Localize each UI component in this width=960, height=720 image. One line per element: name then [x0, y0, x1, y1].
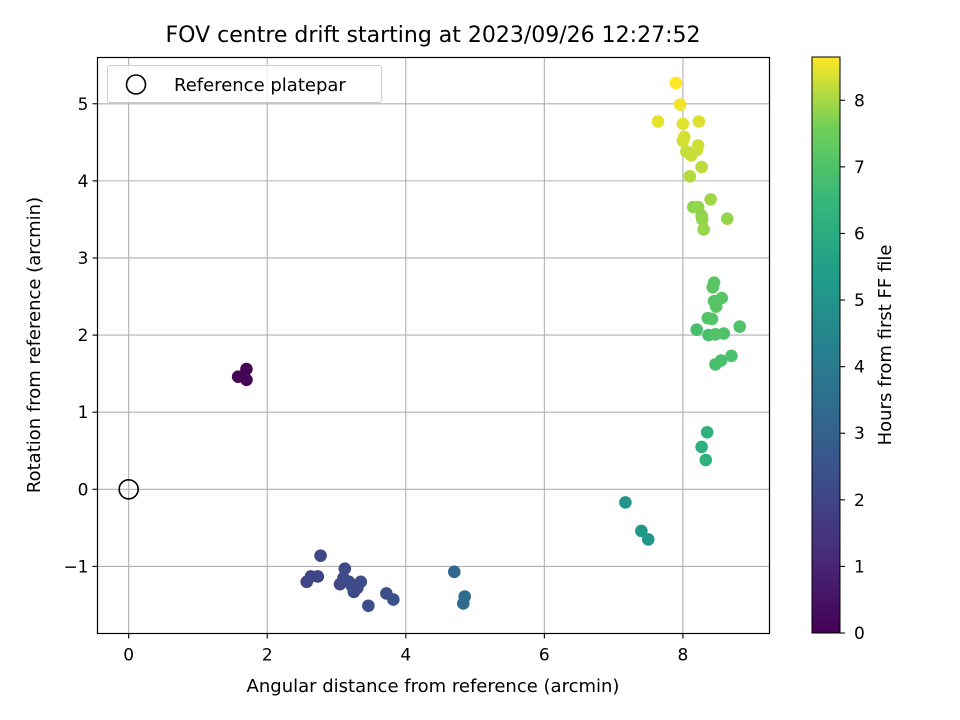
data-point — [692, 115, 706, 128]
x-axis-ticks: 0 2 4 6 8 — [123, 633, 688, 666]
colorbar-tick-label: 1 — [854, 557, 865, 577]
legend-label-reference: Reference platepar — [174, 75, 346, 96]
data-point — [725, 349, 738, 363]
data-point — [311, 570, 325, 583]
plot-frame — [96, 56, 771, 635]
data-point — [619, 496, 632, 509]
colorbar — [811, 56, 841, 634]
colorbar-tick-label: 3 — [854, 424, 865, 444]
data-point — [720, 212, 734, 225]
data-point — [733, 320, 747, 333]
data-point — [635, 524, 648, 538]
data-point — [669, 76, 683, 90]
data-point — [458, 590, 471, 603]
y-tick-label: 0 — [78, 480, 89, 500]
data-point — [677, 130, 691, 144]
colorbar-tick-label: 5 — [854, 291, 865, 311]
data-point — [707, 276, 721, 289]
colorbar-ticks: 0 1 2 3 4 5 6 7 8 — [840, 91, 865, 644]
data-point — [362, 599, 375, 613]
x-axis-label: Angular distance from reference (arcmin) — [247, 676, 620, 697]
data-points — [231, 76, 747, 613]
chart-title: FOV centre drift starting at 2023/09/26 … — [166, 23, 701, 48]
data-point — [695, 160, 708, 174]
colorbar-tick-label: 4 — [854, 358, 865, 378]
data-point — [705, 312, 719, 326]
data-point — [314, 549, 327, 562]
data-point — [700, 425, 714, 439]
colorbar-tick-label: 7 — [854, 158, 865, 178]
data-point — [691, 139, 705, 152]
y-tick-label: 1 — [78, 403, 89, 423]
data-point — [651, 115, 665, 128]
data-point — [690, 323, 704, 336]
data-point — [699, 453, 713, 467]
y-tick-label: 2 — [78, 326, 89, 346]
data-point — [240, 362, 253, 376]
data-point — [338, 562, 352, 576]
data-point — [676, 117, 690, 131]
y-tick-label: 4 — [78, 172, 89, 192]
grid-lines — [97, 57, 770, 634]
x-tick-label: 6 — [539, 646, 550, 666]
data-point — [704, 193, 717, 206]
data-point — [696, 213, 709, 226]
y-tick-label: 3 — [78, 249, 89, 269]
colorbar-tick-label: 8 — [854, 91, 865, 111]
data-point — [715, 291, 728, 305]
data-point — [714, 354, 728, 367]
legend-marker-reference — [125, 74, 147, 95]
data-point — [683, 169, 697, 183]
x-tick-label: 0 — [123, 646, 134, 666]
data-point — [447, 565, 461, 579]
y-tick-label: 5 — [78, 95, 89, 115]
y-tick-label: −1 — [63, 557, 88, 577]
x-tick-label: 8 — [677, 646, 688, 666]
data-point — [673, 98, 687, 111]
x-tick-label: 2 — [262, 646, 273, 666]
colorbar-tick-label: 2 — [854, 491, 865, 511]
legend: Reference platepar — [107, 65, 382, 103]
data-point — [387, 593, 400, 606]
legend-box — [107, 65, 382, 103]
x-tick-label: 4 — [400, 646, 411, 666]
data-point — [641, 533, 655, 546]
colorbar-tick-label: 0 — [854, 624, 865, 644]
data-point — [240, 373, 253, 387]
data-point — [354, 575, 368, 589]
y-axis-label: Rotation from reference (arcmin) — [24, 197, 45, 493]
data-point — [717, 327, 731, 340]
data-point — [695, 440, 708, 454]
data-point — [697, 223, 710, 236]
colorbar-tick-label: 6 — [854, 224, 865, 244]
y-axis-ticks: −1 0 1 2 3 4 5 — [63, 95, 98, 577]
colorbar-label: Hours from first FF file — [875, 245, 896, 446]
reference-platepar-marker — [118, 479, 139, 500]
